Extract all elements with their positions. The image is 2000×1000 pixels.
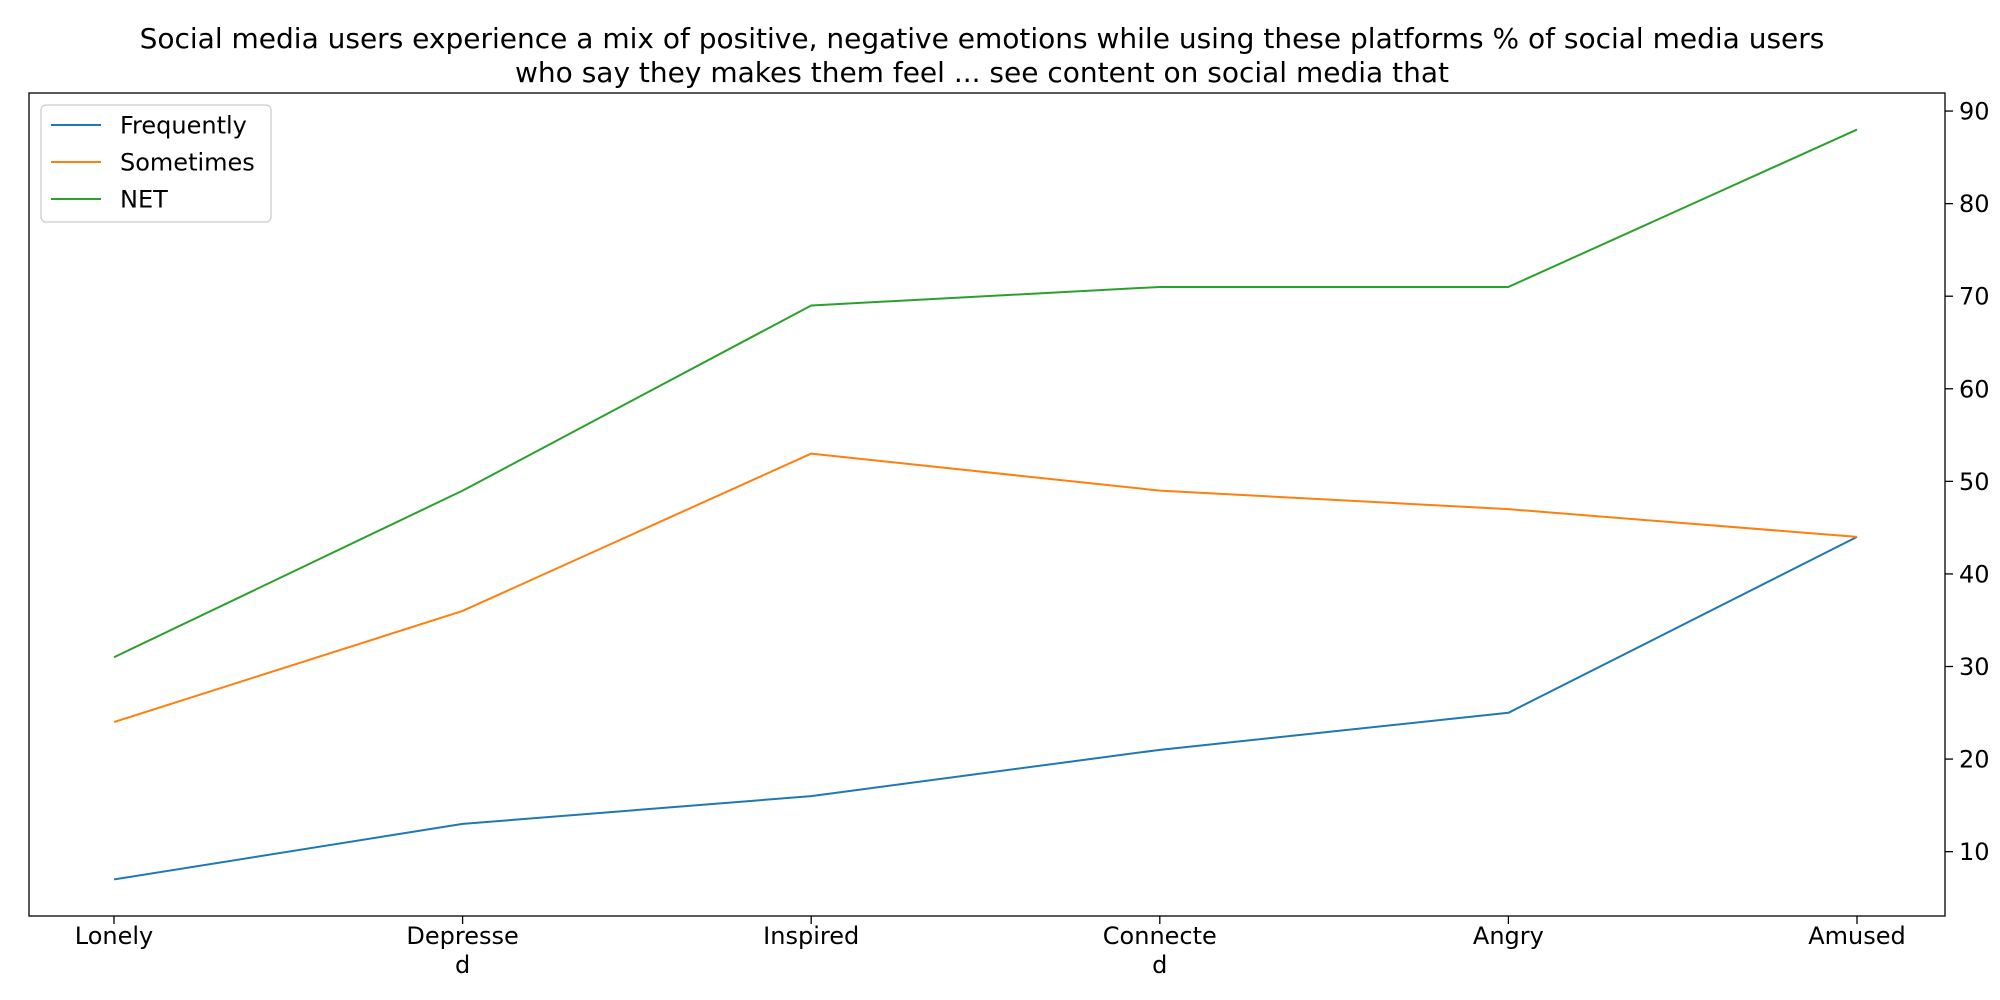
series-line-sometimes bbox=[113, 452, 1858, 724]
series-layer bbox=[113, 128, 1858, 881]
x-tick-label: Inspired bbox=[763, 922, 859, 950]
x-tick-label: Angry bbox=[1473, 922, 1544, 950]
series-line-frequently bbox=[113, 536, 1858, 881]
legend-label-frequently: Frequently bbox=[120, 112, 247, 140]
legend-label-net: NET bbox=[120, 186, 168, 214]
chart-title-line-2: who say they makes them feel ... see con… bbox=[515, 56, 1449, 89]
legend-box bbox=[40, 104, 272, 223]
legend: Frequently Sometimes NET bbox=[40, 104, 272, 223]
chart-title: Social media users experience a mix of p… bbox=[140, 22, 1825, 89]
x-axis: Lonely Depresse d Inspired Connecte d Angry Amu… bbox=[75, 916, 1906, 979]
y-tick-label: 20 bbox=[1959, 746, 1990, 774]
chart-title-line-1: Social media users experience a mix of p… bbox=[140, 22, 1825, 55]
y-tick-label: 70 bbox=[1959, 283, 1990, 311]
y-tick-label: 40 bbox=[1959, 560, 1990, 588]
y-tick-label: 50 bbox=[1959, 468, 1990, 496]
x-tick-label: Connecte d bbox=[1103, 922, 1217, 979]
x-tick-label: Amused bbox=[1808, 922, 1906, 950]
y-tick-label: 10 bbox=[1959, 838, 1990, 866]
series-line-net bbox=[113, 128, 1858, 659]
plot-area-frame bbox=[28, 92, 1946, 917]
y-axis: 10 20 30 40 50 60 70 80 90 bbox=[1945, 98, 1990, 866]
y-tick-label: 30 bbox=[1959, 653, 1990, 681]
y-tick-label: 90 bbox=[1959, 98, 1990, 126]
x-tick-label: Depresse d bbox=[406, 922, 518, 979]
y-tick-label: 80 bbox=[1959, 190, 1990, 218]
legend-label-sometimes: Sometimes bbox=[120, 149, 255, 177]
y-tick-label: 60 bbox=[1959, 375, 1990, 403]
x-tick-label: Lonely bbox=[75, 922, 153, 950]
